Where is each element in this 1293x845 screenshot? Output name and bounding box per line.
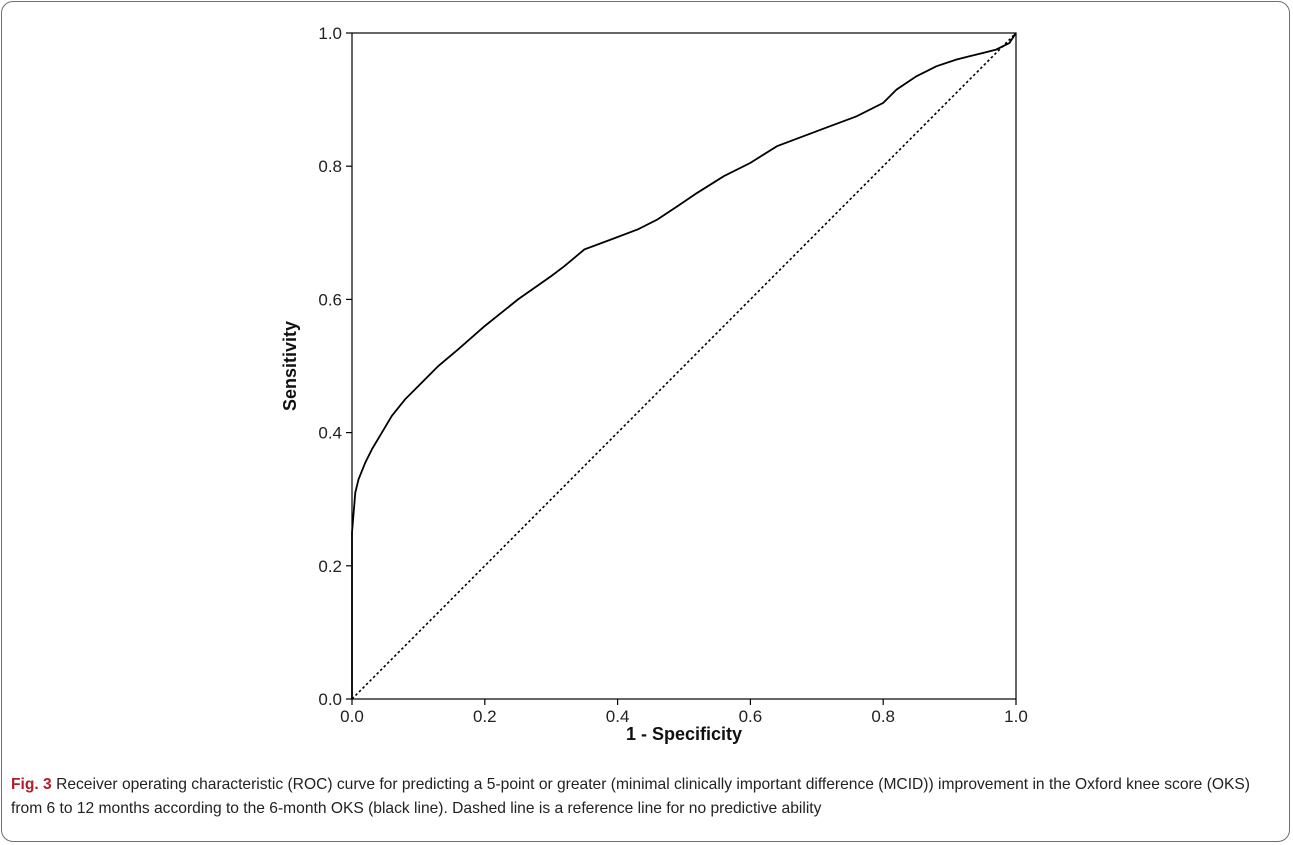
figure-caption: Fig. 3 Receiver operating characteristic… bbox=[11, 773, 1281, 821]
caption-label: Fig. 3 bbox=[11, 776, 52, 793]
x-tick-label: 0.8 bbox=[871, 707, 895, 726]
y-tick-label: 0.4 bbox=[318, 424, 342, 443]
y-tick-label: 0.6 bbox=[318, 290, 342, 309]
y-tick-label: 0.2 bbox=[318, 557, 342, 576]
y-tick-label: 0.0 bbox=[318, 690, 342, 709]
y-tick-label: 1.0 bbox=[318, 24, 342, 43]
axis-ticks: 0.0 0.2 0.4 0.6 0.8 1.0 0.0 0.2 0.4 0.6 0.8 1.0 bbox=[318, 24, 1027, 726]
x-tick-label: 0.0 bbox=[340, 707, 364, 726]
reference-line bbox=[351, 32, 1017, 700]
x-axis-title: 1 - Specificity bbox=[626, 724, 742, 744]
y-tick-label: 0.8 bbox=[318, 157, 342, 176]
caption-text: Receiver operating characteristic (ROC) … bbox=[11, 776, 1251, 817]
roc-chart: 0.0 0.2 0.4 0.6 0.8 1.0 0.0 0.2 0.4 0.6 0.8 1.0 1 -… bbox=[280, 24, 1028, 744]
roc-curve bbox=[351, 32, 1017, 699]
x-tick-label: 0.2 bbox=[473, 707, 497, 726]
y-axis-title: Sensitivity bbox=[280, 321, 300, 411]
x-tick-label: 1.0 bbox=[1004, 707, 1028, 726]
plot-area-border bbox=[351, 32, 1017, 700]
x-tick-label: 0.4 bbox=[606, 707, 630, 726]
x-tick-label: 0.6 bbox=[739, 707, 763, 726]
